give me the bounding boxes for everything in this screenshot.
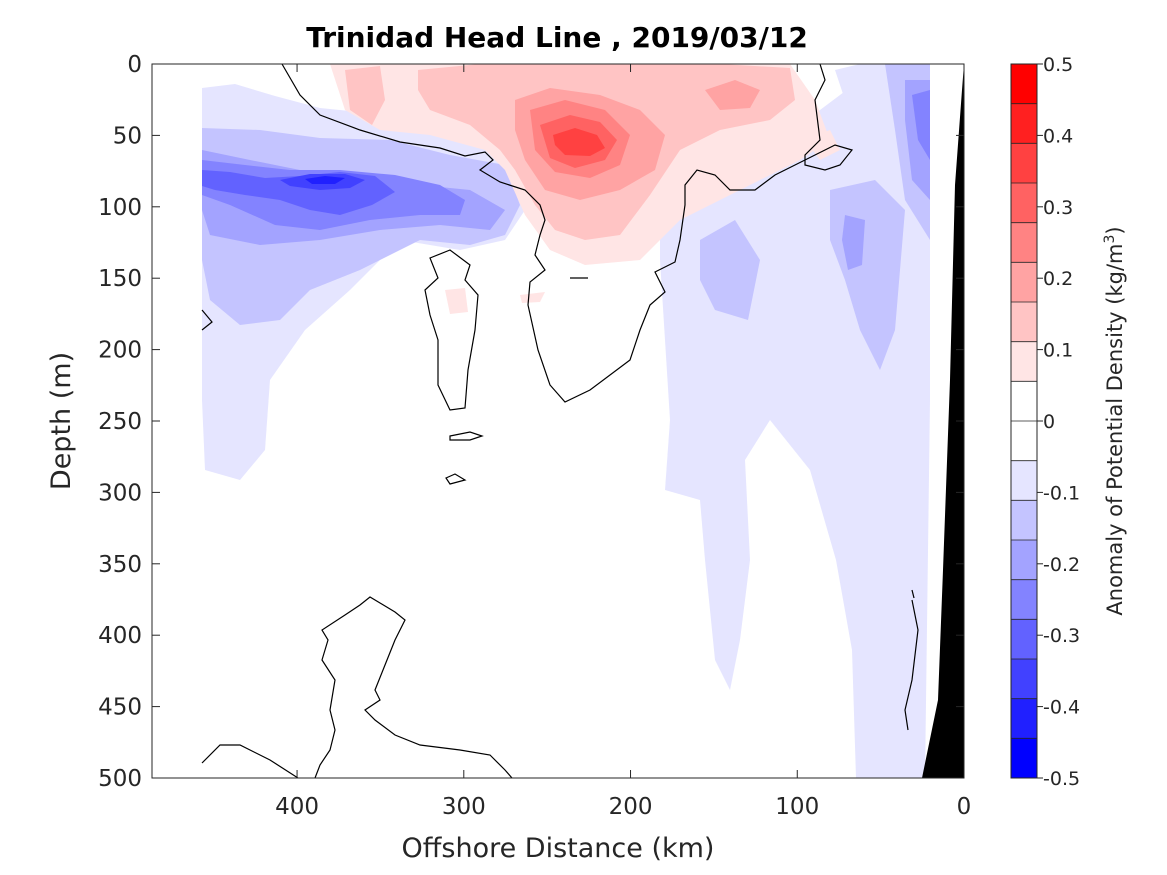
colorbar-segment	[1011, 698, 1037, 739]
land-mask	[922, 64, 964, 778]
x-tick-label: 0	[957, 794, 972, 820]
y-tick-label: 300	[98, 480, 142, 506]
density-contours	[202, 64, 930, 778]
y-tick-label: 100	[98, 195, 142, 221]
colorbar-segment	[1011, 183, 1037, 224]
y-tick-label: 500	[98, 766, 142, 792]
x-axis: 400 300 200 100 0	[275, 64, 971, 820]
y-tick-label: 250	[98, 409, 142, 435]
colorbar-segment	[1011, 143, 1037, 184]
colorbar-segment	[1011, 103, 1037, 144]
colorbar-segment	[1011, 738, 1037, 779]
colorbar-segment	[1011, 500, 1037, 541]
y-tick-label: 50	[113, 123, 142, 149]
x-axis-label: Offshore Distance (km)	[402, 833, 715, 864]
y-axis-label: Depth (m)	[46, 352, 77, 490]
zero-contour-main	[281, 63, 854, 403]
zero-contour-coast	[904, 599, 919, 731]
colorbar-tick-label: 0.4	[1043, 125, 1073, 147]
pos-contour-0.35	[553, 128, 605, 156]
colorbar-segment	[1011, 64, 1037, 105]
x-tick-label: 400	[275, 794, 319, 820]
zero-contour-island-2	[449, 431, 484, 441]
colorbar-segment	[1011, 659, 1037, 700]
colorbar-segment	[1011, 540, 1037, 581]
colorbar-segment	[1011, 381, 1037, 422]
colorbar-tick-label: -0.4	[1043, 697, 1080, 719]
x-tick-label: 300	[442, 794, 486, 820]
colorbar-segment	[1011, 222, 1037, 263]
colorbar-tick-label: -0.1	[1043, 482, 1080, 504]
zero-contour-deep	[201, 596, 513, 779]
colorbar-tick-label: 0	[1043, 411, 1055, 433]
colorbar-segment	[1011, 460, 1037, 501]
colorbar-segment	[1011, 421, 1037, 462]
y-tick-label: 350	[98, 552, 142, 578]
zero-contour-coast-tick	[911, 589, 915, 599]
neg-contour-0.1-upper-coast	[835, 64, 900, 120]
x-tick-label: 100	[775, 794, 819, 820]
zero-contour-island-3	[445, 473, 467, 485]
neg-contour-0.2-coastal	[700, 64, 930, 370]
zero-contour-lines	[201, 63, 919, 779]
colorbar-tick-label: 0.3	[1043, 197, 1073, 219]
y-tick-label: 0	[127, 52, 142, 78]
y-tick-label: 200	[98, 338, 142, 364]
neg-contour-peak	[305, 176, 345, 184]
colorbar-segment	[1011, 341, 1037, 382]
colorbar-tick-label: 0.5	[1043, 54, 1073, 76]
plot-area	[151, 63, 965, 779]
colorbar-segment	[1011, 302, 1037, 343]
colorbar-tick-label: 0.1	[1043, 340, 1073, 362]
y-axis: 0 50 100 150 200 250 300 350 400 450 500	[98, 52, 964, 792]
zero-contour-left-notch	[201, 309, 213, 331]
colorbar-tick-label: -0.2	[1043, 554, 1080, 576]
colorbar-tick-label: 0.2	[1043, 268, 1073, 290]
chart-title: Trinidad Head Line , 2019/03/12	[306, 21, 808, 54]
colorbar-segment	[1011, 619, 1037, 660]
y-tick-label: 450	[98, 695, 142, 721]
zero-contour-island-1	[424, 249, 479, 411]
neg-contour-0.3	[202, 80, 930, 270]
y-tick-label: 150	[98, 266, 142, 292]
colorbar: 0.5 0.4 0.3 0.2 0.1 0 -0.1 -0.2 -0.3 -0.4 -0.5	[1010, 54, 1080, 790]
colorbar-label: Anomaly of Potential Density (kg/m3)	[1102, 226, 1127, 615]
y-tick-label: 400	[98, 623, 142, 649]
pos-contour-0.1-coastal	[805, 130, 840, 160]
pos-contour-0.1-small	[445, 288, 545, 314]
colorbar-tick-label: -0.5	[1043, 768, 1080, 790]
colorbar-tick-label: -0.3	[1043, 625, 1080, 647]
colorbar-segment	[1011, 262, 1037, 303]
x-tick-label: 200	[609, 794, 653, 820]
colorbar-segment	[1011, 579, 1037, 620]
